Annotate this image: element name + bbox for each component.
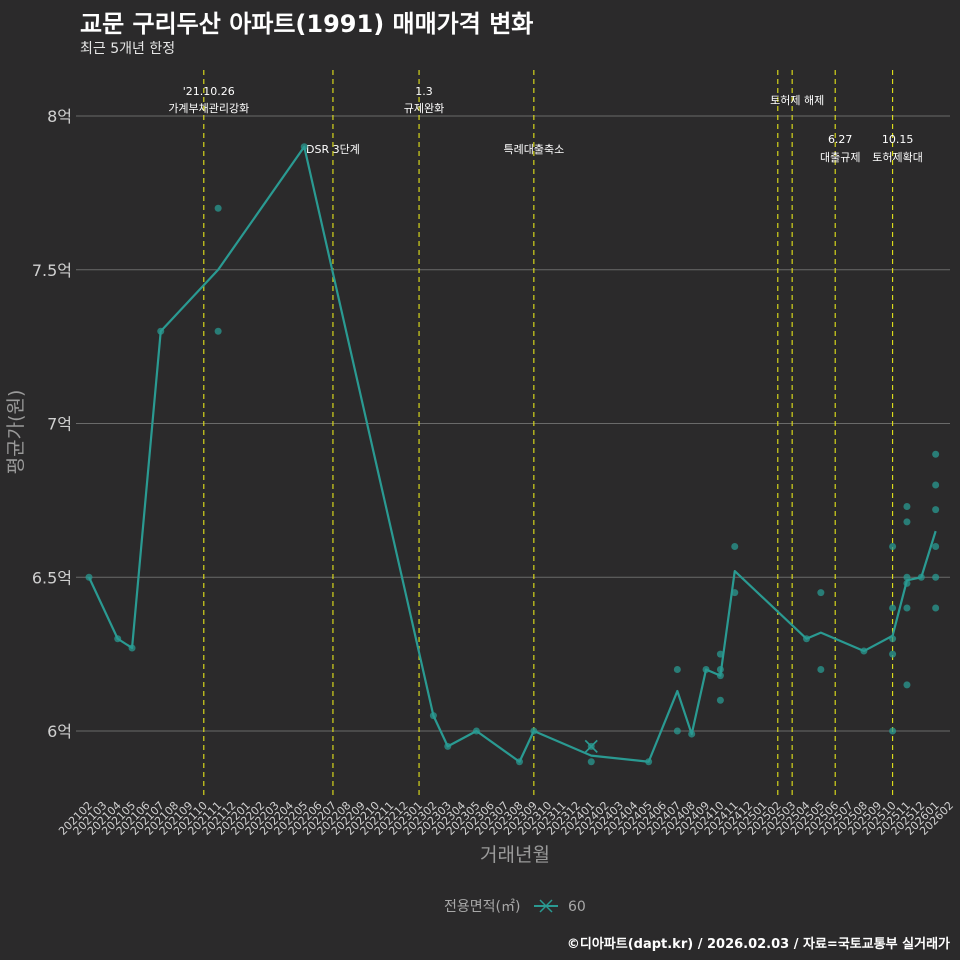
data-point [903, 573, 911, 581]
data-point [889, 543, 897, 550]
event-label: 규제완화 [404, 102, 444, 115]
y-tick-label: 6억 [47, 722, 72, 741]
chart-title: 교문 구리두산 아파트(1991) 매매가격 변화 [80, 10, 534, 38]
y-tick-label: 7억 [47, 415, 72, 434]
data-point [903, 579, 911, 587]
series-layer [85, 143, 940, 766]
data-point [817, 589, 825, 597]
data-point [300, 143, 308, 151]
y-tick-label: 8억 [47, 107, 72, 126]
data-point [716, 672, 724, 680]
event-label: 특례대출축소 [503, 143, 564, 156]
data-point [803, 635, 810, 643]
event-label: '21.10.26 [183, 85, 235, 98]
data-point [516, 758, 523, 766]
data-point [716, 666, 724, 673]
legend-title: 전용면적(㎡) [444, 899, 520, 915]
event-label: 대출규제 [820, 151, 860, 164]
data-point [444, 742, 452, 750]
legend-key-marker-60 [539, 899, 553, 913]
data-point [932, 506, 940, 514]
data-point [889, 650, 897, 658]
data-point [731, 589, 739, 597]
event-label: 6.27 [828, 133, 853, 146]
data-point [673, 666, 681, 673]
data-point [530, 727, 538, 735]
data-point [903, 681, 911, 689]
grid-lines [76, 115, 950, 732]
data-point [889, 604, 897, 612]
data-point [716, 696, 724, 704]
data-point [702, 666, 710, 673]
series-line-60 [88, 145, 937, 763]
data-point [114, 635, 122, 643]
data-point [157, 327, 165, 335]
data-point [587, 758, 595, 766]
data-point [817, 666, 825, 673]
x-axis-label: 거래년월 [480, 844, 550, 866]
y-tick-label: 7.5억 [32, 261, 72, 280]
x-axis-ticks: 2021022021032021042021052021062021072021… [56, 799, 956, 838]
data-point [429, 712, 437, 720]
data-point [932, 450, 940, 458]
data-point [85, 573, 93, 581]
data-point [860, 647, 868, 655]
data-point [917, 573, 925, 581]
event-label: 토허제확대 [872, 151, 923, 164]
data-point [716, 650, 724, 658]
event-label: 가계부채관리강화 [168, 102, 249, 115]
y-tick-label: 6.5억 [32, 568, 72, 587]
data-point [214, 204, 222, 212]
chart-subtitle: 최근 5개년 한정 [80, 41, 176, 57]
legend-label-60: 60 [568, 899, 586, 915]
event-label: 10.15 [882, 133, 914, 146]
data-point [472, 727, 480, 735]
data-point-cross [584, 739, 598, 753]
data-point [889, 635, 897, 643]
event-label: DSR 3단계 [306, 143, 360, 156]
data-point [932, 573, 940, 581]
source-caption: ©디아파트(dapt.kr) / 2026.02.03 / 자료=국토교통부 실… [566, 937, 950, 952]
data-point [903, 604, 911, 612]
legend: 전용면적(㎡) 60 [444, 899, 586, 915]
data-point [932, 481, 940, 489]
data-point [889, 727, 897, 735]
data-point [731, 543, 739, 550]
data-point [903, 503, 911, 511]
y-axis-ticks: 6억 6.5억 7억 7.5억 8억 [32, 107, 72, 741]
data-point [673, 727, 681, 735]
data-point [128, 644, 136, 652]
y-axis-label: 평균가(원) [5, 390, 27, 475]
data-point [688, 730, 696, 738]
data-point [903, 518, 911, 526]
data-point [645, 758, 653, 766]
event-label: 토허제 해제 [770, 93, 824, 107]
data-point [214, 327, 222, 335]
data-point [932, 604, 940, 612]
data-point [932, 543, 940, 550]
event-label: 1.3 [415, 85, 433, 98]
